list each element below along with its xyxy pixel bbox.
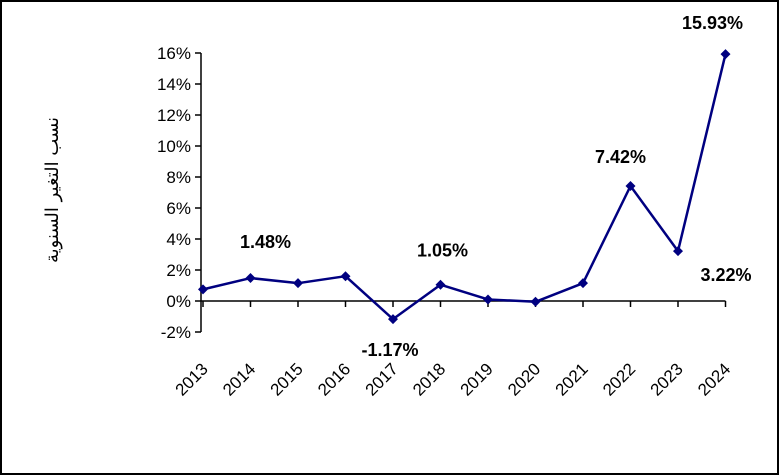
data-point-marker — [435, 279, 446, 290]
data-label: 15.93% — [682, 13, 743, 33]
data-point-marker — [340, 271, 351, 282]
data-point-marker — [578, 278, 588, 289]
y-tick-label: 10% — [157, 137, 191, 156]
y-tick-label: 14% — [157, 75, 191, 94]
data-label: 7.42% — [595, 147, 646, 167]
x-tick-label: 2023 — [647, 359, 687, 399]
y-tick-label: 12% — [157, 106, 191, 125]
data-point-marker — [673, 246, 683, 257]
data-point-marker — [198, 284, 208, 295]
data-label: 3.22% — [700, 265, 751, 285]
data-point-marker — [530, 296, 541, 307]
series-line — [202, 53, 727, 321]
x-tick-label: 2019 — [457, 359, 497, 399]
y-tick-label: 6% — [166, 199, 191, 218]
x-tick-label: 2013 — [172, 359, 212, 399]
data-point-marker — [388, 314, 398, 325]
y-tick-label: -2% — [161, 323, 191, 342]
data-point-marker — [720, 49, 731, 60]
y-tick-label: 0% — [166, 292, 191, 311]
x-tick-label: 2021 — [552, 359, 592, 399]
series-layer — [198, 49, 731, 325]
y-tick-label: 8% — [166, 168, 191, 187]
x-tick-label: 2022 — [599, 359, 639, 399]
x-tick-label: 2017 — [362, 359, 402, 399]
data-point-marker — [625, 180, 636, 191]
axes: -2%0%2%4%6%8%10%12%14%16%2013 2014 2015 201… — [157, 44, 734, 400]
x-tick-label: 2018 — [409, 359, 449, 399]
y-tick-label: 4% — [166, 230, 191, 249]
y-tick-label: 16% — [157, 44, 191, 63]
x-tick-label: 2015 — [267, 359, 307, 399]
data-point-marker — [245, 273, 256, 284]
x-tick-label: 2014 — [219, 359, 259, 399]
y-tick-label: 2% — [166, 261, 191, 280]
data-label: 1.48% — [240, 232, 291, 252]
data-point-marker — [483, 294, 493, 305]
x-tick-label: 2024 — [694, 359, 734, 399]
data-labels: 1.48% -1.17% 1.05% 7.42% 3.22% 15.93% — [240, 13, 752, 360]
data-point-marker — [293, 278, 303, 289]
x-tick-label: 2020 — [504, 359, 544, 399]
x-tick-label: 2016 — [314, 359, 354, 399]
data-label: -1.17% — [361, 340, 418, 360]
y-axis-title: نسب التغير السنوية — [42, 117, 63, 263]
data-label: 1.05% — [417, 241, 468, 261]
